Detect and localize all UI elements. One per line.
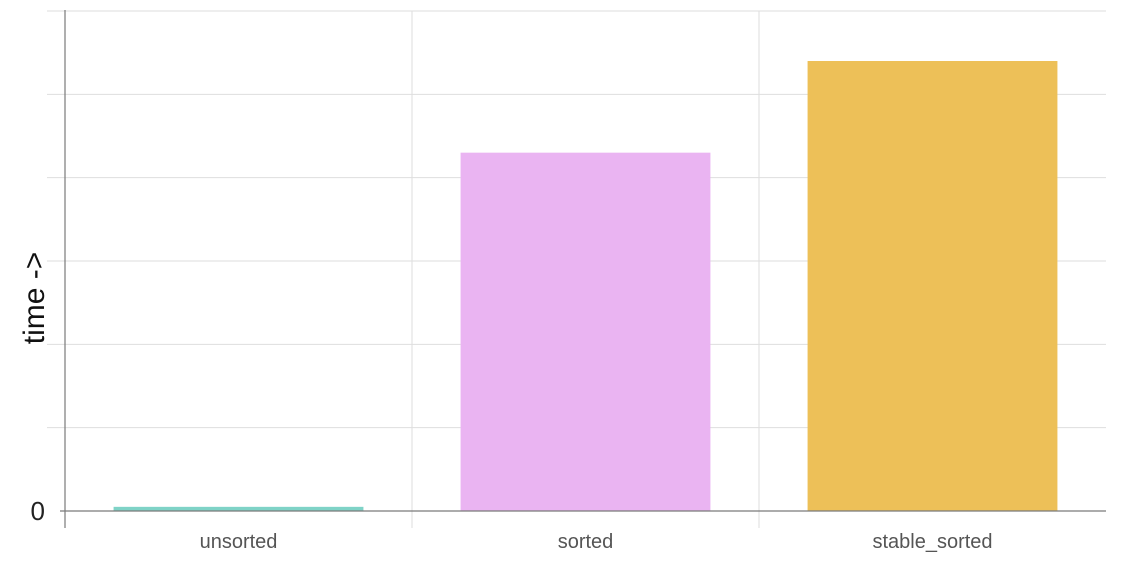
bars (113, 61, 1058, 511)
bar-sorted[interactable] (460, 152, 711, 511)
y-axis-label: time -> (18, 252, 51, 345)
x-ticks: unsorted sorted stable_sorted (200, 531, 993, 553)
bar-unsorted[interactable] (113, 506, 364, 511)
bar-stable_sorted[interactable] (807, 61, 1058, 511)
y-tick-label-zero: 0 (31, 496, 45, 526)
x-tick-label-unsorted: unsorted (200, 531, 278, 553)
x-tick-label-stable_sorted: stable_sorted (872, 531, 992, 553)
x-tick-label-sorted: sorted (558, 531, 614, 553)
